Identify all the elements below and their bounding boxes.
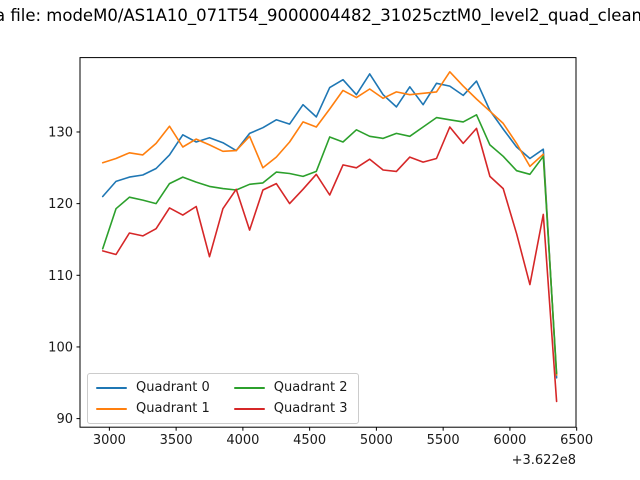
x-tick-label: 5500 xyxy=(427,433,460,448)
y-tick-label: 100 xyxy=(48,340,73,355)
legend-item-quadrant-2: Quadrant 2 xyxy=(233,379,348,397)
series-line-quadrant-0 xyxy=(101,73,558,379)
series-line-quadrant-2 xyxy=(101,114,558,375)
x-tick-label: 5000 xyxy=(360,433,393,448)
legend-line-sample xyxy=(96,386,127,390)
x-tick-label: 4000 xyxy=(226,433,259,448)
legend-line-sample xyxy=(233,386,265,390)
x-tick-label: 6500 xyxy=(560,433,593,448)
axes-spines xyxy=(79,57,577,428)
y-tick-label: 90 xyxy=(56,412,73,427)
chart-title: a file: modeM0/AS1A10_071T54_9000004482_… xyxy=(0,6,640,25)
legend-item-label: Quadrant 0 xyxy=(136,380,210,395)
series-line-quadrant-1 xyxy=(101,71,558,376)
x-axis-offset-label: +3.622e8 xyxy=(512,453,576,468)
y-tick-label: 120 xyxy=(48,197,73,212)
legend-item-quadrant-0: Quadrant 0 xyxy=(96,379,210,397)
x-tick-label: 4500 xyxy=(293,433,326,448)
legend-item-label: Quadrant 1 xyxy=(136,401,210,416)
legend-line-sample xyxy=(233,407,265,411)
legend-line-sample xyxy=(96,407,127,411)
legend: Quadrant 0 Quadrant 1 Quadrant 2 Quadrant 3 xyxy=(87,373,359,424)
legend-column: Quadrant 2 Quadrant 3 xyxy=(233,379,348,418)
legend-column: Quadrant 0 Quadrant 1 xyxy=(96,379,210,418)
legend-item-quadrant-1: Quadrant 1 xyxy=(96,400,210,418)
x-tick-label: 6000 xyxy=(493,433,526,448)
legend-item-label: Quadrant 3 xyxy=(273,401,348,416)
legend-item-label: Quadrant 2 xyxy=(273,380,348,395)
legend-item-quadrant-3: Quadrant 3 xyxy=(233,400,348,418)
x-tick-label: 3500 xyxy=(160,433,193,448)
series-line-quadrant-3 xyxy=(101,126,558,403)
y-tick-label: 110 xyxy=(48,269,73,284)
y-tick-label: 130 xyxy=(48,125,73,140)
x-tick-label: 3000 xyxy=(93,433,126,448)
